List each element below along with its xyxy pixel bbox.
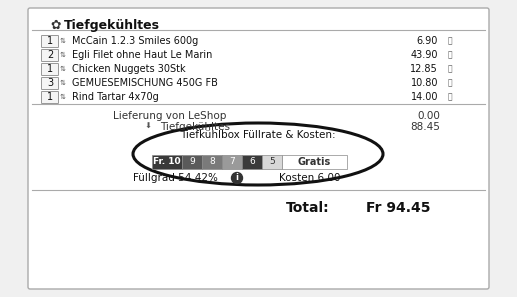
Text: 1: 1	[47, 36, 53, 46]
FancyBboxPatch shape	[152, 155, 182, 169]
Text: ⇅: ⇅	[60, 38, 66, 44]
Text: 0.00: 0.00	[417, 111, 440, 121]
Text: 6: 6	[249, 157, 255, 167]
Text: 🗑: 🗑	[448, 64, 452, 73]
Text: 🗑: 🗑	[448, 78, 452, 88]
Text: 6.90: 6.90	[417, 36, 438, 46]
FancyBboxPatch shape	[262, 155, 282, 169]
Text: GEMUESEMISCHUNG 450G FB: GEMUESEMISCHUNG 450G FB	[72, 78, 218, 88]
Text: 88.45: 88.45	[410, 122, 440, 132]
FancyBboxPatch shape	[202, 155, 222, 169]
Text: 8: 8	[209, 157, 215, 167]
Text: 14.00: 14.00	[410, 92, 438, 102]
Text: 5: 5	[269, 157, 275, 167]
Text: Füllgrad 54.42%: Füllgrad 54.42%	[132, 173, 218, 183]
Text: Lieferung von LeShop: Lieferung von LeShop	[113, 111, 226, 121]
Text: ⇅: ⇅	[60, 94, 66, 100]
Text: 🗑: 🗑	[448, 50, 452, 59]
Text: 12.85: 12.85	[410, 64, 438, 74]
Text: Total:: Total:	[286, 201, 330, 215]
Text: Tiefgekühltes: Tiefgekühltes	[160, 122, 230, 132]
Text: i: i	[236, 173, 238, 182]
Text: McCain 1.2.3 Smiles 600g: McCain 1.2.3 Smiles 600g	[72, 36, 198, 46]
FancyBboxPatch shape	[41, 50, 58, 61]
FancyBboxPatch shape	[41, 36, 58, 48]
Text: 1: 1	[47, 64, 53, 74]
Text: 43.90: 43.90	[410, 50, 438, 60]
FancyBboxPatch shape	[41, 64, 58, 75]
Text: Chicken Nuggets 30Stk: Chicken Nuggets 30Stk	[72, 64, 186, 74]
Text: 9: 9	[189, 157, 195, 167]
FancyBboxPatch shape	[222, 155, 242, 169]
Text: Fr 94.45: Fr 94.45	[366, 201, 430, 215]
FancyBboxPatch shape	[282, 155, 347, 169]
FancyBboxPatch shape	[41, 91, 58, 103]
Text: ✿: ✿	[50, 19, 60, 32]
Text: 🗑: 🗑	[448, 92, 452, 102]
FancyBboxPatch shape	[41, 78, 58, 89]
FancyBboxPatch shape	[28, 8, 489, 289]
Text: ⇅: ⇅	[60, 66, 66, 72]
Text: ⬇: ⬇	[144, 122, 151, 131]
Text: 3: 3	[47, 78, 53, 88]
Text: 🗑: 🗑	[448, 37, 452, 45]
Text: Kosten 6.00: Kosten 6.00	[279, 173, 341, 183]
FancyBboxPatch shape	[182, 155, 202, 169]
Circle shape	[232, 173, 242, 184]
Text: 2: 2	[47, 50, 53, 60]
Text: Rind Tartar 4x70g: Rind Tartar 4x70g	[72, 92, 159, 102]
Text: 10.80: 10.80	[410, 78, 438, 88]
Text: 1: 1	[47, 92, 53, 102]
Text: Egli Filet ohne Haut Le Marin: Egli Filet ohne Haut Le Marin	[72, 50, 212, 60]
Text: 7: 7	[229, 157, 235, 167]
Text: ⇅: ⇅	[60, 80, 66, 86]
Text: Fr. 10: Fr. 10	[153, 157, 181, 167]
Text: Gratis: Gratis	[298, 157, 331, 167]
Text: Tiefgekühltes: Tiefgekühltes	[64, 19, 160, 32]
Text: ⇅: ⇅	[60, 52, 66, 58]
Text: Tiefkühlbox Füllrate & Kosten:: Tiefkühlbox Füllrate & Kosten:	[180, 130, 336, 140]
FancyBboxPatch shape	[242, 155, 262, 169]
